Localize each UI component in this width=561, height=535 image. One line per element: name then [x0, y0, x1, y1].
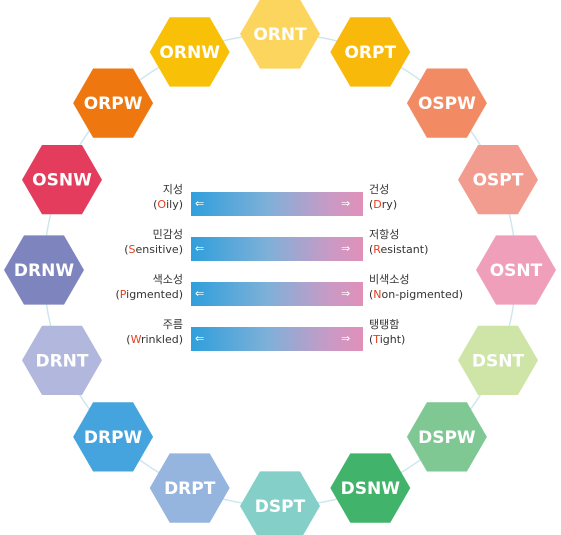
skin-type-hexagon-orpw: ORPW — [73, 68, 154, 138]
skin-type-hexagon-ornw: ORNW — [149, 17, 230, 87]
axis-right-english: (Tight) — [369, 333, 406, 346]
hexagon-shape — [149, 453, 230, 523]
skin-type-hexagon-drpt: DRPT — [149, 453, 230, 523]
axis-left-english: (Pigmented) — [115, 288, 183, 301]
hexagon-shape — [22, 145, 102, 215]
hexagon-shape — [149, 17, 230, 87]
hexagon-label: DSPT — [255, 497, 306, 517]
axis-right-english: (Dry) — [369, 198, 398, 211]
skin-type-hexagon-drnt: DRNT — [22, 325, 102, 395]
axis-left-korean: 지성 — [162, 183, 183, 196]
hexagon-label: ORPW — [84, 94, 143, 114]
hexagon-label: OSNW — [32, 171, 92, 191]
skin-type-hexagon-dsnw: DSNW — [330, 453, 411, 523]
axis-right-label: 탱탱함 (Tight) — [369, 317, 405, 347]
arrow-left-icon: ⇐ — [195, 242, 205, 255]
arrow-left-icon: ⇐ — [195, 287, 205, 300]
skin-type-hexagon-ospw: OSPW — [406, 68, 487, 138]
hexagon-label: DRPW — [84, 428, 143, 448]
arrow-left-icon: ⇐ — [195, 332, 205, 345]
axis-right-korean: 저항성 — [369, 228, 400, 241]
axis-right-label: 저항성 (Resistant) — [369, 227, 428, 257]
axis-right-label: 건성 (Dry) — [369, 182, 397, 212]
hexagon-label: DRPT — [164, 479, 216, 499]
hexagon-label: DRNT — [35, 351, 88, 371]
axis-right-korean: 비색소성 — [369, 273, 410, 286]
axis-right-english: (Resistant) — [369, 243, 429, 256]
hexagon-shape — [240, 471, 320, 535]
hexagon-shape — [330, 17, 411, 87]
axis-left-korean: 주름 — [162, 318, 183, 331]
axis-left-korean: 색소성 — [152, 273, 183, 286]
axis-left-english: (Wrinkled) — [126, 333, 183, 346]
hexagon-shape — [406, 68, 487, 138]
hexagon-shape — [330, 453, 411, 523]
skin-type-hexagon-ospt: OSPT — [458, 145, 538, 215]
hexagon-label: DRNW — [14, 261, 74, 281]
hexagon-label: ORNW — [159, 43, 220, 63]
axis-right-korean: 탱탱함 — [369, 318, 400, 331]
axis-row: 주름 (Wrinkled) ⇐ ⇒ 탱탱함 (Tight) — [0, 317, 561, 365]
hexagon-shape — [73, 402, 154, 472]
hexagon-shape — [240, 0, 320, 69]
skin-type-hexagon-drpw: DRPW — [73, 402, 154, 472]
skin-type-hexagon-ornt: ORNT — [240, 0, 320, 69]
axis-row: 지성 (Oily) ⇐ ⇒ 건성 (Dry) — [0, 182, 561, 230]
skin-type-hexagon-osnw: OSNW — [22, 145, 102, 215]
axis-gradient-bar — [191, 192, 363, 216]
skin-type-hexagon-orpt: ORPT — [330, 17, 411, 87]
axis-gradient-bar — [191, 237, 363, 261]
axis-left-label: 민감성 (Sensitive) — [124, 227, 183, 257]
hexagon-label: OSPW — [418, 94, 476, 114]
arrow-right-icon: ⇒ — [341, 197, 351, 210]
axis-left-korean: 민감성 — [152, 228, 183, 241]
skin-type-hexagon-drnw: DRNW — [4, 235, 84, 305]
hexagon-label: ORNT — [253, 25, 307, 45]
hexagon-label: DSPW — [418, 428, 476, 448]
hexagon-shape — [22, 325, 102, 395]
axis-left-label: 색소성 (Pigmented) — [115, 272, 183, 302]
skin-type-hexagon-dspw: DSPW — [406, 402, 487, 472]
arrow-left-icon: ⇐ — [195, 197, 205, 210]
axis-left-english: (Oily) — [153, 198, 183, 211]
axis-gradient-bar — [191, 282, 363, 306]
skin-type-hexagon-dsnt: DSNT — [458, 325, 538, 395]
hexagon-shape — [73, 68, 154, 138]
hexagon-shape — [406, 402, 487, 472]
axis-right-label: 비색소성 (Non-pigmented) — [369, 272, 463, 302]
skin-type-hexagon-osnt: OSNT — [476, 235, 556, 305]
hexagon-shape — [4, 235, 84, 305]
axis-right-english: (Non-pigmented) — [369, 288, 464, 301]
skin-type-hexagon-dspt: DSPT — [240, 471, 320, 535]
axis-gradient-bar — [191, 327, 363, 351]
hexagon-label: OSNT — [490, 261, 543, 281]
axis-row: 색소성 (Pigmented) ⇐ ⇒ 비색소성 (Non-pigmented) — [0, 272, 561, 320]
hexagon-label: ORPT — [344, 43, 396, 63]
hexagon-label: DSNW — [341, 479, 401, 499]
hexagon-shape — [476, 235, 556, 305]
axis-row: 민감성 (Sensitive) ⇐ ⇒ 저항성 (Resistant) — [0, 227, 561, 275]
axis-left-label: 주름 (Wrinkled) — [126, 317, 183, 347]
axis-left-label: 지성 (Oily) — [153, 182, 183, 212]
arrow-right-icon: ⇒ — [341, 287, 351, 300]
hexagon-shape — [458, 145, 538, 215]
axis-left-english: (Sensitive) — [124, 243, 183, 256]
hexagon-label: OSPT — [473, 171, 524, 191]
hexagon-label: DSNT — [472, 351, 525, 371]
arrow-right-icon: ⇒ — [341, 332, 351, 345]
hexagon-shape — [458, 325, 538, 395]
arrow-right-icon: ⇒ — [341, 242, 351, 255]
axis-right-korean: 건성 — [369, 183, 390, 196]
